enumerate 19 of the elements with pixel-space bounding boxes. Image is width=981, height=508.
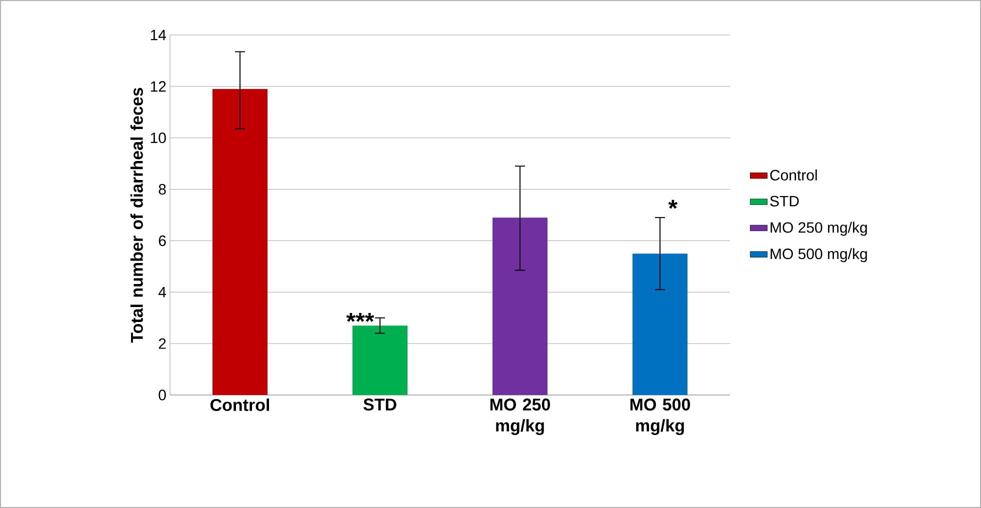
x-tick-label: MO 250 mg/kg	[490, 398, 550, 436]
legend-label: MO 250 mg/kg	[770, 222, 867, 236]
y-tick-label: 10	[150, 132, 166, 144]
y-tick-label: 12	[150, 81, 166, 92]
y-tick-label: 8	[158, 184, 166, 195]
y-tick-label: 4	[158, 286, 166, 298]
x-tick-label: MO 500 mg/kg	[630, 398, 690, 436]
legend-label: STD	[770, 196, 799, 206]
y-tick-label: 6	[158, 235, 166, 246]
y-axis-title: Total number of diarrheal feces	[130, 88, 143, 343]
y-tick-label: 0	[158, 390, 166, 400]
annotation: *	[668, 200, 678, 209]
x-tick-label: Control	[210, 398, 270, 412]
annotation: ***	[346, 312, 374, 322]
legend-label: Control	[770, 169, 817, 180]
y-tick-label: 14	[150, 30, 166, 40]
legend-label: MO 500 mg/kg	[770, 248, 867, 262]
y-tick-label: 2	[158, 338, 166, 349]
x-tick-label: STD	[363, 398, 396, 411]
